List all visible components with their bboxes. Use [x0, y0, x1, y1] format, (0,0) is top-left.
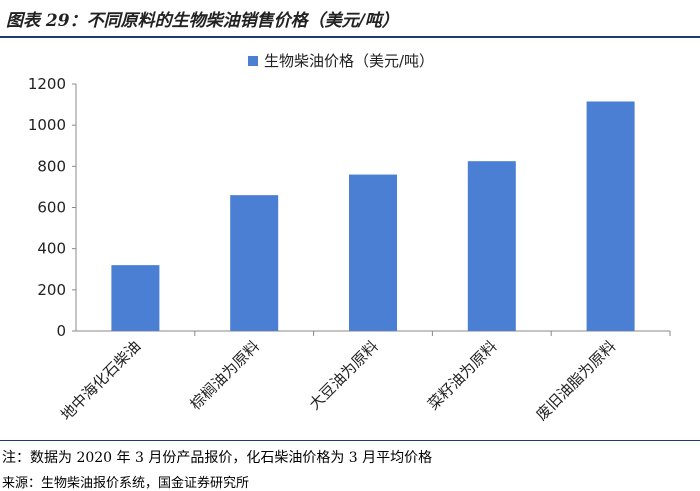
category-label: 地中海化石柴油: [57, 337, 144, 424]
category-label: 菜籽油为原料: [424, 337, 500, 413]
y-tick-label: 600: [37, 199, 66, 217]
y-tick-label: 400: [37, 240, 66, 258]
y-tick-label: 800: [37, 157, 66, 175]
bars: [111, 101, 635, 331]
title-rule: [0, 36, 700, 38]
legend: 生物柴油价格（美元/吨）: [248, 52, 434, 70]
figure-title: 图表 29：不同原料的生物柴油销售价格（美元/吨）: [6, 11, 399, 31]
bar: [349, 174, 397, 331]
legend-label: 生物柴油价格（美元/吨）: [264, 52, 434, 70]
bar: [230, 195, 279, 331]
bar: [467, 161, 516, 331]
bar-chart: 0 200 400 600 800 1000 1200 地中海化石柴油 棕榈油为原料 大豆油为原料…: [28, 52, 671, 424]
axes: 0 200 400 600 800 1000 1200 地中海化石柴油 棕榈油为原料 大豆油为原料…: [28, 75, 671, 424]
y-tick-label: 0: [56, 322, 66, 340]
category-label: 大豆油为原料: [305, 337, 381, 413]
legend-swatch: [248, 56, 258, 66]
category-label: 棕榈油为原料: [187, 337, 263, 413]
y-tick-label: 200: [37, 281, 66, 299]
bar: [111, 265, 160, 331]
y-tick-label: 1000: [28, 116, 66, 134]
category-label: 废旧油脂为原料: [532, 337, 619, 424]
note-rule: [0, 440, 700, 441]
figure-source: 来源：生物柴油报价系统，国金证券研究所: [2, 476, 250, 491]
y-tick-label: 1200: [28, 75, 66, 93]
bar: [586, 101, 635, 331]
figure-note: 注：数据为 2020 年 3 月份产品报价，化石柴油价格为 3 月平均价格: [2, 450, 433, 466]
